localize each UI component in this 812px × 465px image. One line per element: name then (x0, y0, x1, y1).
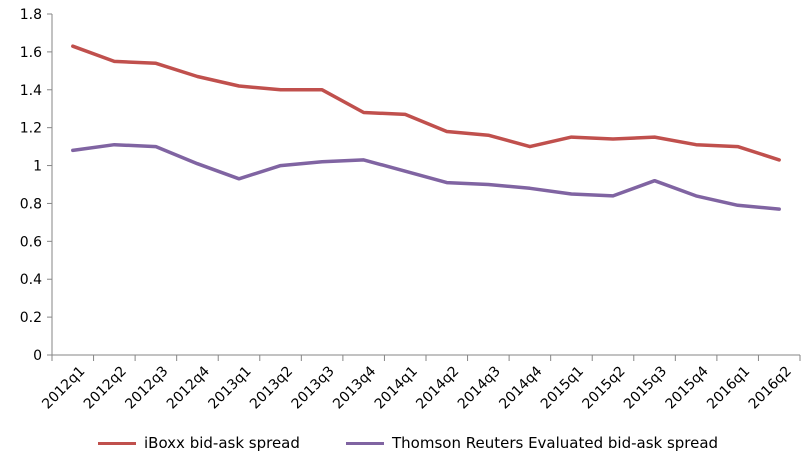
y-tick-label: 0.6 (20, 234, 42, 250)
x-tick-label: 2015q4 (663, 363, 712, 412)
x-tick-label: 2016q2 (746, 363, 795, 412)
legend-label-thomson-reuters: Thomson Reuters Evaluated bid-ask spread (392, 434, 719, 452)
y-tick-label: 1.2 (20, 121, 42, 137)
y-tick-label: 0.2 (20, 310, 42, 326)
y-tick-label: 1.8 (20, 7, 42, 23)
x-tick-label: 2014q3 (455, 363, 504, 412)
legend-item-iboxx: iBoxx bid-ask spread (98, 434, 300, 452)
legend-label-iboxx: iBoxx bid-ask spread (144, 434, 300, 452)
legend: iBoxx bid-ask spread Thomson Reuters Eva… (0, 434, 812, 458)
x-tick-label: 2013q2 (247, 363, 296, 412)
legend-swatch-iboxx (98, 441, 136, 445)
x-tick-label: 2013q3 (289, 363, 338, 412)
y-tick-label: 0.4 (20, 272, 42, 288)
y-tick-label: 0.8 (20, 196, 42, 212)
x-tick-label: 2016q1 (704, 363, 753, 412)
series-layer (71, 44, 781, 211)
y-tick-label: 1 (33, 159, 42, 175)
x-tick-label: 2012q4 (164, 363, 213, 412)
series-line-0 (71, 44, 781, 162)
x-tick-label: 2012q3 (122, 363, 171, 412)
legend-swatch-thomson-reuters (346, 441, 384, 445)
x-tick-label: 2012q1 (39, 363, 88, 412)
x-tick-label: 2015q2 (580, 363, 629, 412)
x-tick-label: 2015q3 (621, 363, 670, 412)
x-tick-label: 2014q4 (496, 363, 545, 412)
x-tick-label: 2013q1 (206, 363, 255, 412)
x-axis: 2012q12012q22012q32012q42013q12013q22013… (39, 354, 801, 412)
x-tick-label: 2014q2 (413, 363, 462, 412)
y-tick-label: 0 (33, 348, 42, 364)
x-tick-label: 2013q4 (330, 363, 379, 412)
series-line-1 (71, 142, 781, 211)
x-tick-label: 2012q2 (81, 363, 130, 412)
legend-item-thomson-reuters: Thomson Reuters Evaluated bid-ask spread (346, 434, 718, 452)
y-tick-label: 1.4 (20, 83, 42, 99)
x-tick-label: 2014q1 (372, 363, 421, 412)
y-axis: 0 0.2 0.4 0.6 0.8 1 1.2 1.4 1.6 1.8 (20, 7, 53, 364)
y-tick-label: 1.6 (20, 45, 42, 61)
x-tick-label: 2015q1 (538, 363, 587, 412)
